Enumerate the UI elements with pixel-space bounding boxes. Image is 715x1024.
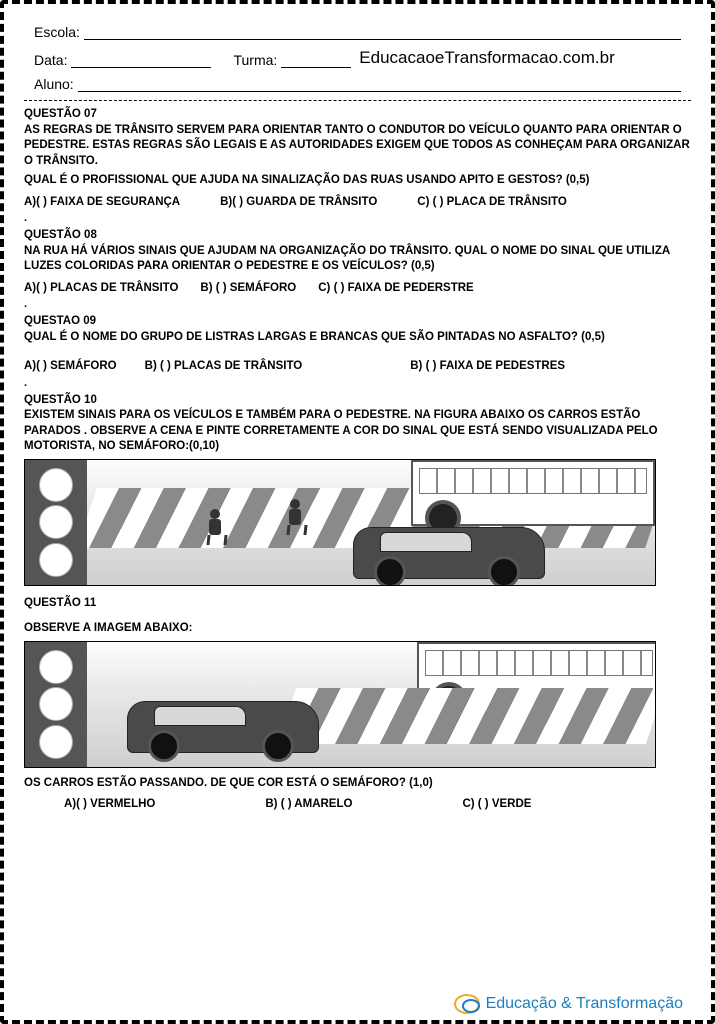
separator-dot-3: . — [24, 379, 691, 387]
q08-opt-a[interactable]: A)( ) PLACAS DE TRÂNSITO — [24, 281, 178, 297]
header-block: Escola: Data: Turma: EducacaoeTransforma… — [34, 24, 681, 92]
q08-opt-b[interactable]: B) ( ) SEMÁFORO — [200, 281, 296, 297]
light-top-q11[interactable] — [39, 650, 73, 684]
q08-opt-c[interactable]: C) ( ) FAIXA DE PEDERSTRE — [318, 281, 473, 297]
q09-opt-b[interactable]: B) ( ) PLACAS DE TRÂNSITO — [145, 359, 303, 375]
q09-ask: QUAL É O NOME DO GRUPO DE LISTRAS LARGAS… — [24, 330, 691, 346]
q08-text: NA RUA HÁ VÁRIOS SINAIS QUE AJUDAM NA OR… — [24, 244, 691, 275]
crosswalk-q11 — [278, 688, 655, 744]
q07-opt-c[interactable]: C) ( ) PLACA DE TRÂNSITO — [417, 195, 567, 211]
q11-text: OBSERVE A IMAGEM ABAIXO: — [24, 621, 691, 637]
footer-logo: Educação & Transformação — [454, 994, 683, 1014]
q11-options: A)( ) VERMELHO B) ( ) AMARELO C) ( ) VER… — [64, 797, 691, 813]
q07-opt-b[interactable]: B)( ) GUARDA DE TRÂNSITO — [220, 195, 377, 211]
q08-options: A)( ) PLACAS DE TRÂNSITO B) ( ) SEMÁFORO… — [24, 281, 691, 297]
label-escola: Escola: — [34, 24, 80, 40]
separator-dot-1: . — [24, 214, 691, 222]
row-escola: Escola: — [34, 24, 681, 40]
scene-q10 — [24, 459, 656, 586]
content-area: QUESTÃO 07 AS REGRAS DE TRÂNSITO SERVEM … — [24, 107, 691, 813]
scene-art-q10 — [87, 460, 655, 585]
q11-opt-c[interactable]: C) ( ) VERDE — [462, 797, 531, 813]
q09-options: A)( ) SEMÁFORO B) ( ) PLACAS DE TRÂNSITO… — [24, 359, 691, 375]
q11-ask: OS CARROS ESTÃO PASSANDO. DE QUE COR EST… — [24, 776, 691, 792]
q07-options: A)( ) FAIXA DE SEGURANÇA B)( ) GUARDA DE… — [24, 195, 691, 211]
site-url: EducacaoeTransformacao.com.br — [359, 48, 614, 68]
bus-q10 — [411, 460, 655, 526]
line-aluno[interactable] — [78, 77, 681, 92]
light-top-q10[interactable] — [39, 468, 73, 502]
q09-opt-c[interactable]: B) ( ) FAIXA DE PEDESTRES — [410, 359, 565, 375]
worksheet-page: Escola: Data: Turma: EducacaoeTransforma… — [0, 0, 715, 1024]
q10-title: QUESTÃO 10 — [24, 393, 691, 409]
traffic-light-q11[interactable] — [25, 642, 87, 767]
label-turma: Turma: — [233, 52, 277, 68]
logo-swirl-icon — [454, 994, 480, 1014]
q07-title: QUESTÃO 07 — [24, 107, 691, 123]
q07-ask: QUAL É O PROFISSIONAL QUE AJUDA NA SINAL… — [24, 173, 691, 189]
q11-opt-b[interactable]: B) ( ) AMARELO — [265, 797, 352, 813]
light-bot-q10[interactable] — [39, 543, 73, 577]
light-bot-q11[interactable] — [39, 725, 73, 759]
footer-brand-text: Educação & Transformação — [486, 995, 683, 1013]
line-escola[interactable] — [84, 25, 681, 40]
pedestrian-2-q10 — [287, 499, 303, 535]
car-q10 — [353, 527, 545, 579]
q09-opt-a[interactable]: A)( ) SEMÁFORO — [24, 359, 117, 375]
row-data-turma: Data: Turma: EducacaoeTransformacao.com.… — [34, 48, 681, 68]
q07-opt-a[interactable]: A)( ) FAIXA DE SEGURANÇA — [24, 195, 180, 211]
separator-dot-2: . — [24, 300, 691, 308]
line-turma[interactable] — [281, 53, 351, 68]
scene-q11 — [24, 641, 656, 768]
label-data: Data: — [34, 52, 67, 68]
line-data[interactable] — [71, 53, 211, 68]
q07-text: AS REGRAS DE TRÂNSITO SERVEM PARA ORIENT… — [24, 123, 691, 170]
q11-title: QUESTÃO 11 — [24, 596, 691, 612]
header-divider — [24, 100, 691, 101]
light-mid-q11[interactable] — [39, 687, 73, 721]
car-q11 — [127, 701, 319, 753]
pedestrian-1-q10 — [207, 509, 223, 545]
label-aluno: Aluno: — [34, 76, 74, 92]
q10-text: EXISTEM SINAIS PARA OS VEÍCULOS E TAMBÉM… — [24, 408, 691, 455]
q09-title: QUESTAO 09 — [24, 314, 691, 330]
light-mid-q10[interactable] — [39, 505, 73, 539]
traffic-light-q10[interactable] — [25, 460, 87, 585]
q08-title: QUESTÃO 08 — [24, 228, 691, 244]
row-aluno: Aluno: — [34, 76, 681, 92]
scene-art-q11 — [87, 642, 655, 767]
q11-opt-a[interactable]: A)( ) VERMELHO — [64, 797, 155, 813]
